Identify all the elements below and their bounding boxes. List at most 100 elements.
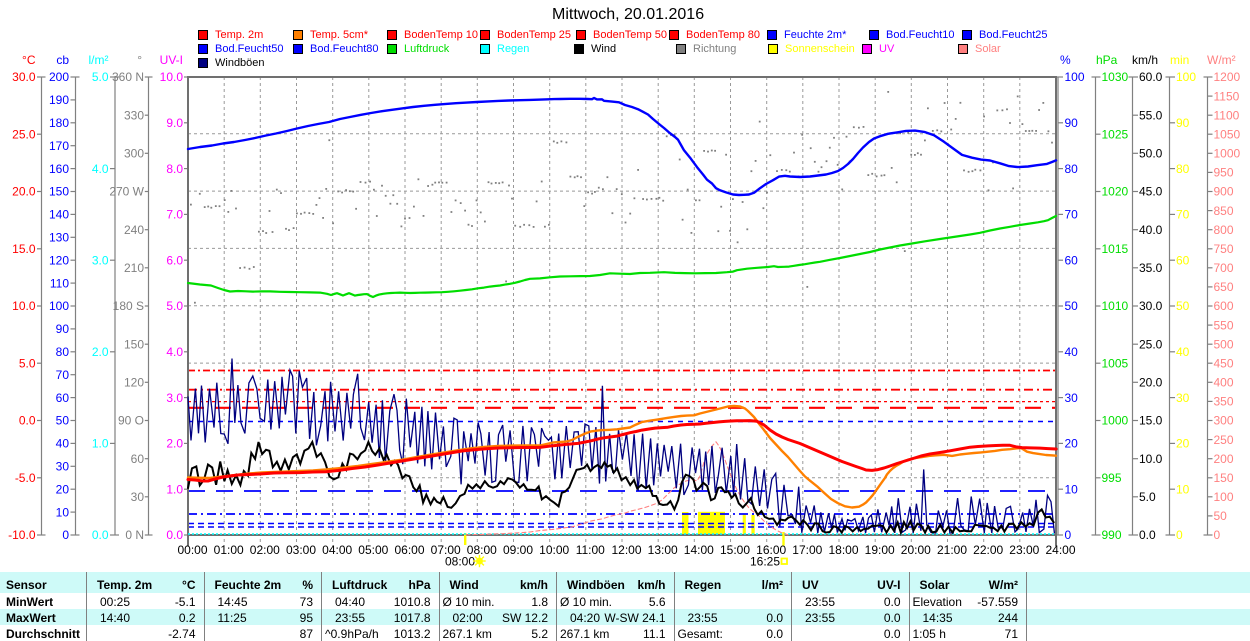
svg-text:360 N: 360 N xyxy=(112,70,144,84)
svg-text:10: 10 xyxy=(1176,482,1190,496)
svg-text:210: 210 xyxy=(124,261,144,275)
svg-text:4.0: 4.0 xyxy=(92,162,109,176)
svg-text:300: 300 xyxy=(1214,414,1234,428)
svg-text:1.0: 1.0 xyxy=(92,437,109,451)
svg-text:55.0: 55.0 xyxy=(1139,108,1163,122)
svg-text:09:00: 09:00 xyxy=(503,543,533,557)
svg-text:40.0: 40.0 xyxy=(1139,223,1163,237)
svg-text:05:00: 05:00 xyxy=(358,543,388,557)
svg-text:40: 40 xyxy=(1176,345,1190,359)
svg-text:90: 90 xyxy=(56,322,70,336)
svg-text:50: 50 xyxy=(1176,299,1190,313)
svg-text:80: 80 xyxy=(1065,162,1079,176)
svg-text:80: 80 xyxy=(56,345,70,359)
svg-text:1015: 1015 xyxy=(1102,242,1129,256)
svg-text:hPa: hPa xyxy=(1096,53,1118,67)
svg-text:-10.0: -10.0 xyxy=(8,528,36,542)
svg-text:950: 950 xyxy=(1214,166,1234,180)
svg-text:550: 550 xyxy=(1214,318,1234,332)
svg-text:10.0: 10.0 xyxy=(1139,452,1163,466)
svg-text:3.0: 3.0 xyxy=(166,391,183,405)
svg-text:700: 700 xyxy=(1214,261,1234,275)
svg-text:70: 70 xyxy=(56,368,70,382)
svg-text:150: 150 xyxy=(1214,471,1234,485)
svg-text:0.0: 0.0 xyxy=(166,528,183,542)
svg-text:%: % xyxy=(1060,53,1071,67)
svg-text:50: 50 xyxy=(56,414,70,428)
svg-text:120: 120 xyxy=(49,253,69,267)
svg-text:50: 50 xyxy=(1065,299,1079,313)
svg-text:1030: 1030 xyxy=(1102,70,1129,84)
svg-text:140: 140 xyxy=(49,208,69,222)
svg-text:0: 0 xyxy=(1176,528,1183,542)
svg-text:20: 20 xyxy=(56,482,70,496)
svg-text:10.0: 10.0 xyxy=(160,70,184,84)
svg-text:25.0: 25.0 xyxy=(12,127,36,141)
svg-text:100: 100 xyxy=(1214,490,1234,504)
svg-text:30: 30 xyxy=(1176,391,1190,405)
svg-text:70: 70 xyxy=(1065,208,1079,222)
svg-text:20: 20 xyxy=(1176,437,1190,451)
svg-text:270 W: 270 W xyxy=(109,185,144,199)
svg-text:10: 10 xyxy=(56,505,70,519)
svg-text:°C: °C xyxy=(22,53,36,67)
svg-text:200: 200 xyxy=(49,70,69,84)
svg-text:1005: 1005 xyxy=(1102,356,1129,370)
svg-text:850: 850 xyxy=(1214,204,1234,218)
svg-text:990: 990 xyxy=(1102,528,1122,542)
svg-text:2.0: 2.0 xyxy=(92,345,109,359)
svg-text:30: 30 xyxy=(131,490,145,504)
svg-text:15.0: 15.0 xyxy=(12,242,36,256)
svg-text:5.0: 5.0 xyxy=(92,70,109,84)
svg-text:40: 40 xyxy=(56,437,70,451)
svg-text:120: 120 xyxy=(124,376,144,390)
svg-text:100: 100 xyxy=(1176,70,1196,84)
svg-text:190: 190 xyxy=(49,93,69,107)
svg-text:1100: 1100 xyxy=(1214,108,1240,122)
svg-text:180: 180 xyxy=(49,116,69,130)
svg-text:1025: 1025 xyxy=(1102,127,1129,141)
svg-text:08:00: 08:00 xyxy=(445,555,475,569)
svg-text:400: 400 xyxy=(1214,376,1234,390)
svg-text:01:00: 01:00 xyxy=(214,543,244,557)
svg-text:1150: 1150 xyxy=(1214,89,1240,103)
svg-text:07:00: 07:00 xyxy=(431,543,461,557)
svg-text:30: 30 xyxy=(1065,391,1079,405)
svg-text:04:00: 04:00 xyxy=(322,543,352,557)
svg-text:160: 160 xyxy=(49,162,69,176)
svg-text:100: 100 xyxy=(49,299,69,313)
svg-text:17:00: 17:00 xyxy=(792,543,822,557)
svg-text:45.0: 45.0 xyxy=(1139,185,1163,199)
svg-text:1000: 1000 xyxy=(1214,147,1241,161)
svg-text:25.0: 25.0 xyxy=(1139,337,1163,351)
svg-text:3.0: 3.0 xyxy=(92,253,109,267)
svg-text:22:00: 22:00 xyxy=(973,543,1003,557)
svg-text:8.0: 8.0 xyxy=(166,162,183,176)
svg-text:km/h: km/h xyxy=(1132,53,1158,67)
svg-text:03:00: 03:00 xyxy=(286,543,316,557)
svg-text:11:00: 11:00 xyxy=(576,543,605,557)
svg-text:110: 110 xyxy=(50,276,69,290)
svg-text:cb: cb xyxy=(56,53,69,67)
svg-text:08:00: 08:00 xyxy=(467,543,497,557)
svg-text:20: 20 xyxy=(1065,437,1079,451)
svg-text:UV-I: UV-I xyxy=(160,53,183,67)
svg-text:10: 10 xyxy=(1065,482,1079,496)
svg-text:150: 150 xyxy=(124,337,144,351)
svg-text:20:00: 20:00 xyxy=(901,543,931,557)
svg-text:15.0: 15.0 xyxy=(1139,414,1163,428)
svg-text:1050: 1050 xyxy=(1214,127,1241,141)
svg-text:800: 800 xyxy=(1214,223,1234,237)
svg-text:13:00: 13:00 xyxy=(648,543,678,557)
svg-text:4.0: 4.0 xyxy=(166,345,183,359)
svg-text:16:00: 16:00 xyxy=(756,543,786,557)
svg-text:5.0: 5.0 xyxy=(166,299,183,313)
svg-text:0.0: 0.0 xyxy=(1139,528,1156,542)
svg-text:l/m²: l/m² xyxy=(89,53,109,67)
svg-text:02:00: 02:00 xyxy=(250,543,280,557)
svg-text:0: 0 xyxy=(62,528,69,542)
svg-text:18:00: 18:00 xyxy=(828,543,858,557)
svg-text:60: 60 xyxy=(1176,253,1190,267)
svg-text:90: 90 xyxy=(1176,116,1190,130)
svg-text:1.0: 1.0 xyxy=(166,482,183,496)
